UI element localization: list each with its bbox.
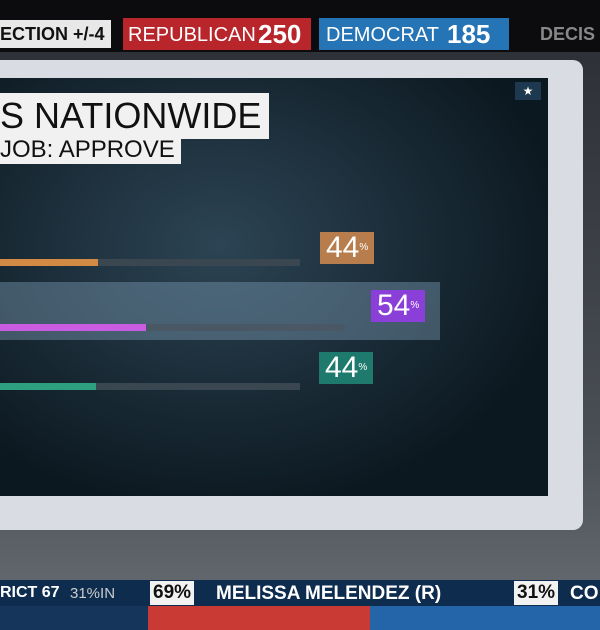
bar-track — [0, 259, 300, 266]
other-name: CO — [570, 583, 599, 604]
percent-label: 44% — [320, 232, 375, 264]
percent-label: 54% — [371, 290, 426, 322]
leader-name: MELISSA MELENDEZ (R) — [216, 583, 442, 604]
brand: DECIS — [540, 24, 596, 44]
bar — [0, 259, 98, 266]
district: RICT 67 — [0, 584, 60, 601]
republican-label: REPUBLICAN — [128, 24, 256, 46]
screen-subtitle: JOB: APPROVE — [0, 136, 181, 164]
bar — [0, 324, 146, 331]
republican-count: 250 — [258, 19, 302, 49]
republican-box — [123, 18, 311, 50]
percent-label: 44% — [319, 352, 374, 384]
bar-track — [0, 383, 300, 390]
other-percent: 31% — [514, 581, 559, 605]
ticker — [0, 580, 600, 606]
bar — [0, 383, 96, 390]
ticker-strip — [148, 606, 370, 630]
ticker-strip — [370, 606, 600, 630]
democrat-box — [319, 18, 509, 50]
democrat-label: DEMOCRAT — [326, 24, 439, 46]
margin-label: ECTION +/-4 — [0, 20, 111, 48]
leader-percent: 69% — [150, 581, 195, 605]
democrat-count: 185 — [447, 19, 491, 49]
star-icon: ★ — [515, 82, 541, 100]
screen-title: S NATIONWIDE — [0, 93, 270, 139]
bar-track — [0, 324, 345, 331]
ticker-strip — [0, 606, 148, 630]
reporting: 31%IN — [70, 585, 116, 602]
